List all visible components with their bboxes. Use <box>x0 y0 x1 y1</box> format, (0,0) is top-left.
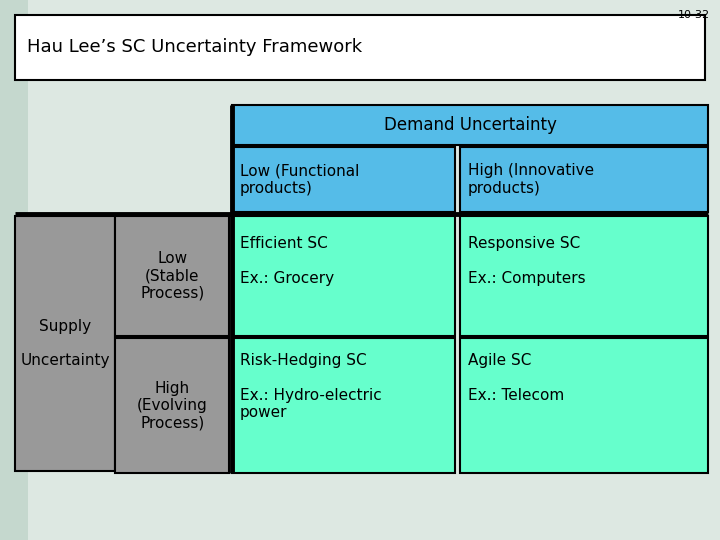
FancyBboxPatch shape <box>232 105 708 145</box>
Text: Supply

Uncertainty: Supply Uncertainty <box>20 319 109 368</box>
FancyBboxPatch shape <box>460 147 708 212</box>
Text: Responsive SC: Responsive SC <box>468 236 580 251</box>
Text: Hau Lee’s SC Uncertainty Framework: Hau Lee’s SC Uncertainty Framework <box>27 38 362 57</box>
FancyBboxPatch shape <box>115 338 229 473</box>
Text: Agile SC: Agile SC <box>468 353 531 368</box>
Text: Demand Uncertainty: Demand Uncertainty <box>384 116 557 134</box>
Text: High (Innovative
products): High (Innovative products) <box>468 163 594 195</box>
Text: Low (Functional
products): Low (Functional products) <box>240 163 359 195</box>
Ellipse shape <box>30 285 110 395</box>
Text: Ex.: Hydro-electric
power: Ex.: Hydro-electric power <box>240 388 382 421</box>
FancyBboxPatch shape <box>15 216 115 471</box>
Text: High
(Evolving
Process): High (Evolving Process) <box>137 381 208 430</box>
FancyBboxPatch shape <box>15 15 705 80</box>
FancyBboxPatch shape <box>460 216 708 336</box>
FancyBboxPatch shape <box>232 147 455 212</box>
FancyBboxPatch shape <box>0 0 28 540</box>
Text: Low
(Stable
Process): Low (Stable Process) <box>140 251 204 301</box>
FancyBboxPatch shape <box>232 338 455 473</box>
Text: 10-32: 10-32 <box>678 10 710 20</box>
Ellipse shape <box>25 220 145 380</box>
Text: Efficient SC: Efficient SC <box>240 236 328 251</box>
FancyBboxPatch shape <box>232 216 455 336</box>
FancyBboxPatch shape <box>115 216 229 336</box>
Text: Risk-Hedging SC: Risk-Hedging SC <box>240 353 366 368</box>
FancyBboxPatch shape <box>460 338 708 473</box>
Text: Ex.: Grocery: Ex.: Grocery <box>240 271 334 286</box>
Text: Ex.: Computers: Ex.: Computers <box>468 271 585 286</box>
Text: Ex.: Telecom: Ex.: Telecom <box>468 388 564 403</box>
